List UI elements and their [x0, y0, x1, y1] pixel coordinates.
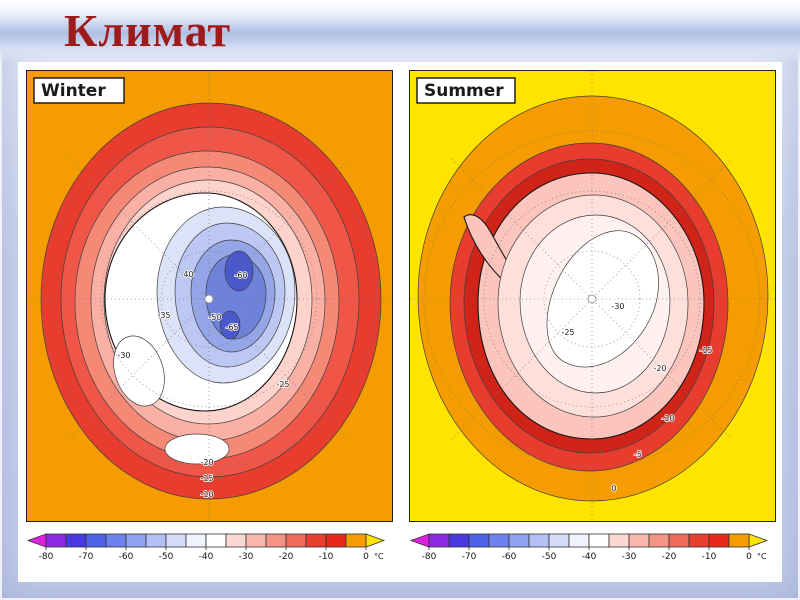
- colorbar-left-arrow: [409, 533, 430, 548]
- south-pole-marker: [204, 294, 214, 304]
- contour-label: -40: [180, 270, 193, 279]
- winter-map: -20 -15 -10 -25 -30 -35 -40 -50 -60 -65 …: [26, 70, 393, 522]
- summer-title: Summer: [424, 81, 504, 101]
- winter-title: Winter: [41, 81, 106, 101]
- colorbar-right-arrow: [365, 533, 386, 548]
- contour-label: -10: [200, 490, 213, 499]
- winter-title-box: Winter: [33, 77, 125, 104]
- contour-label: -60: [234, 271, 247, 280]
- contour-label: -30: [611, 302, 624, 311]
- winter-contour-labels: -20 -15 -10 -25 -30 -35 -40 -50 -60 -65: [117, 269, 291, 500]
- contour-label: -35: [157, 311, 170, 320]
- svg-text:-20: -20: [279, 552, 294, 562]
- contour-label: -65: [225, 323, 238, 332]
- svg-text:-60: -60: [502, 552, 517, 562]
- svg-text:-30: -30: [622, 552, 637, 562]
- winter-colorbar: -80 -70 -60 -50 -40 -30 -20 -10 0 °C: [26, 533, 386, 562]
- svg-text:-20: -20: [662, 552, 677, 562]
- winter-white-patch-south: [164, 433, 230, 465]
- svg-text:-80: -80: [422, 552, 437, 562]
- svg-text:-60: -60: [119, 552, 134, 562]
- svg-text:0: 0: [746, 552, 752, 562]
- summer-colorbar: -80 -70 -60 -50 -40 -30 -20 -10 0 °C: [409, 533, 769, 562]
- svg-text:-10: -10: [702, 552, 717, 562]
- content-card: -20 -15 -10 -25 -30 -35 -40 -50 -60 -65 …: [18, 62, 782, 582]
- winter-panel: -20 -15 -10 -25 -30 -35 -40 -50 -60 -65 …: [26, 70, 393, 582]
- contour-label: -30: [117, 351, 130, 360]
- contour-label: -15: [699, 346, 712, 355]
- summer-map: -30 -25 -20 -15 -10 -5 0 Summer: [409, 70, 776, 522]
- contour-label: -5: [634, 450, 642, 459]
- colorbar-right-arrow: [748, 533, 769, 548]
- contour-label: -20: [200, 458, 213, 467]
- svg-text:-40: -40: [199, 552, 214, 562]
- svg-text:-80: -80: [39, 552, 54, 562]
- svg-text:0: 0: [363, 552, 369, 562]
- winter-cold-core-south: [219, 310, 241, 340]
- contour-label: -10: [661, 414, 674, 423]
- colorbar-left-arrow: [26, 533, 47, 548]
- colorbar-segments: [45, 533, 367, 548]
- svg-text:-30: -30: [239, 552, 254, 562]
- svg-text:-70: -70: [79, 552, 94, 562]
- colorbar-tick-labels: -80 -70 -60 -50 -40 -30 -20 -10 0 °C: [422, 552, 767, 562]
- svg-text:-10: -10: [319, 552, 334, 562]
- colorbar-unit: °C: [374, 552, 384, 561]
- svg-text:-40: -40: [582, 552, 597, 562]
- colorbar-ticks: [45, 547, 367, 550]
- contour-label: -15: [200, 474, 213, 483]
- colorbar-segments: [428, 533, 750, 548]
- colorbar-unit: °C: [757, 552, 767, 561]
- svg-text:-70: -70: [462, 552, 477, 562]
- colorbar-tick-labels: -80 -70 -60 -50 -40 -30 -20 -10 0 °C: [39, 552, 384, 562]
- winter-white-patch-west: [113, 335, 165, 407]
- colorbar-ticks: [428, 547, 750, 550]
- contour-label: 0: [611, 484, 616, 493]
- svg-text:-50: -50: [159, 552, 174, 562]
- svg-text:-50: -50: [542, 552, 557, 562]
- summer-contour-labels: -30 -25 -20 -15 -10 -5 0: [561, 301, 714, 494]
- contour-label: -25: [561, 328, 574, 337]
- summer-title-box: Summer: [416, 77, 516, 104]
- south-pole-marker: [587, 294, 597, 304]
- contour-label: -25: [276, 380, 289, 389]
- contour-label: -50: [208, 313, 221, 322]
- summer-panel: -30 -25 -20 -15 -10 -5 0 Summer: [409, 70, 776, 582]
- contour-label: -20: [653, 364, 666, 373]
- slide-top-banner: [0, 0, 800, 64]
- winter-cold-core-north: [224, 250, 254, 292]
- slide-title: Климат: [64, 5, 232, 56]
